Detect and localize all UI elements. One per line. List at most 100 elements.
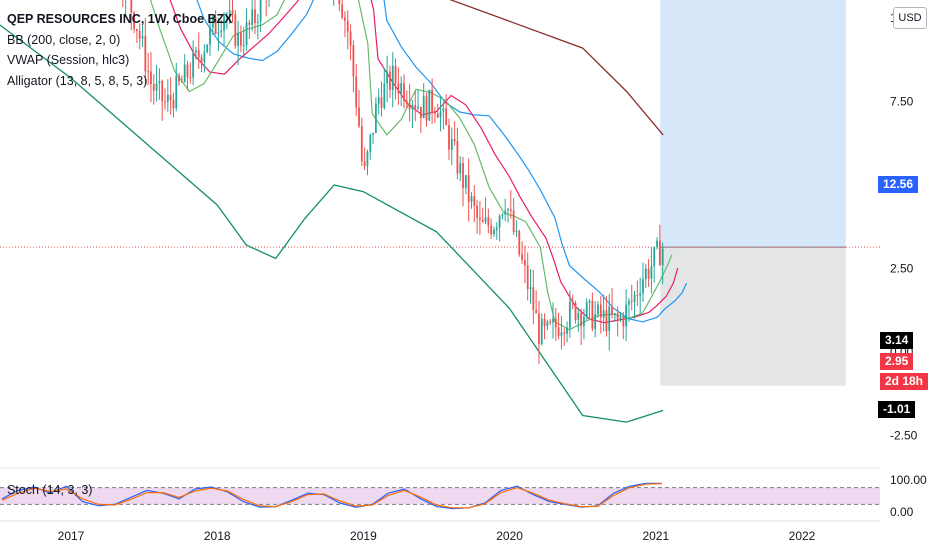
candle-body	[425, 96, 428, 121]
candle-body	[175, 76, 178, 109]
time-tick-label: 2017	[58, 529, 85, 543]
candle-body	[254, 9, 256, 23]
candle-body	[585, 302, 588, 317]
candle-body	[231, 10, 234, 15]
candle-body	[515, 230, 518, 233]
candle-body	[403, 83, 405, 101]
stoch-band	[0, 487, 880, 505]
candle-body	[540, 318, 543, 345]
candle-body	[639, 293, 642, 296]
candle-body	[490, 225, 493, 235]
long-position-tool[interactable]	[0, 0, 880, 386]
candle-body	[436, 113, 439, 118]
candle-body	[650, 266, 653, 279]
bb-indicator-label[interactable]: BB (200, close, 2, 0)	[7, 32, 121, 47]
candle-body	[383, 83, 386, 108]
currency-button[interactable]: USD	[893, 7, 927, 29]
candle-body	[206, 44, 209, 53]
candle-body	[251, 9, 254, 25]
candle-body	[220, 30, 223, 33]
candle-body	[144, 36, 147, 72]
candle-body	[349, 31, 352, 46]
target-price-tag: 12.56	[878, 176, 919, 193]
candle-body	[386, 71, 389, 84]
candle-body	[661, 248, 664, 266]
candle-body	[417, 106, 419, 109]
symbol-title[interactable]: QEP RESOURCES INC, 1W, Cboe BZX	[7, 12, 233, 26]
candle-body	[169, 94, 172, 101]
candle-body	[653, 247, 656, 267]
candle-body	[372, 132, 374, 135]
candle-body	[580, 312, 583, 327]
candle-body	[355, 76, 358, 108]
candle-body	[647, 268, 650, 279]
candle-body	[552, 318, 554, 323]
candle-body	[642, 279, 644, 294]
candle-body	[464, 175, 467, 188]
candle-body	[481, 219, 484, 222]
candle-body	[571, 301, 574, 304]
time-tick-label: 2018	[204, 529, 231, 543]
candle-body	[197, 50, 200, 58]
candle-body	[374, 103, 377, 133]
candle-body	[363, 161, 366, 167]
candle-body	[608, 306, 611, 332]
candle-body	[138, 31, 141, 39]
candle-body	[532, 287, 535, 310]
stoch-indicator-label[interactable]: Stoch (14, 3, 3)	[7, 483, 93, 497]
candle-body	[158, 81, 161, 84]
candle-body	[619, 317, 622, 320]
candle-body	[554, 318, 557, 328]
price-tick-label: 7.50	[890, 95, 914, 109]
stochastic-pane: 100.00 0.00	[0, 473, 927, 519]
candle-body	[155, 83, 158, 91]
vwap-indicator-label[interactable]: VWAP (Session, hlc3)	[7, 53, 130, 67]
candle-body	[504, 210, 507, 215]
candle-body	[591, 300, 594, 329]
candle-body	[512, 210, 515, 233]
candle-body	[358, 107, 360, 127]
candlestick-series	[0, 0, 664, 364]
candle-body	[568, 301, 571, 328]
candle-body	[493, 229, 495, 235]
candle-body	[344, 17, 346, 21]
stoch-d-line	[1, 483, 663, 509]
candle-body	[394, 66, 397, 84]
bb-lower-band	[0, 24, 664, 423]
time-axis[interactable]: 2017 2018 2019 2020 2021 2022	[58, 529, 816, 543]
candle-body	[186, 64, 189, 78]
candle-body	[380, 97, 383, 108]
candle-body	[217, 32, 220, 34]
alligator-lips-line	[149, 0, 673, 331]
alligator-indicator-label[interactable]: Alligator (13, 8, 5, 8, 5, 3)	[7, 73, 148, 88]
candle-body	[518, 230, 521, 255]
candle-body	[209, 27, 211, 45]
candle-body	[470, 196, 473, 202]
candle-body	[583, 316, 585, 327]
candle-body	[150, 71, 152, 85]
candle-body	[161, 81, 164, 102]
candle-body	[523, 259, 526, 266]
candle-body	[622, 317, 625, 327]
candle-body	[377, 97, 380, 104]
candle-body	[658, 240, 661, 266]
candle-body	[203, 52, 206, 63]
candle-body	[183, 64, 186, 82]
last-price-tag: 3.14	[880, 332, 914, 349]
candle-body	[237, 32, 240, 46]
candle-body	[484, 217, 487, 222]
candle-body	[526, 265, 529, 289]
time-tick-label: 2019	[350, 529, 377, 543]
candle-body	[487, 217, 490, 226]
alligator-lines	[149, 0, 688, 331]
candle-body	[152, 84, 155, 91]
candle-body	[479, 217, 481, 220]
candle-body	[214, 17, 217, 34]
candle-body	[411, 104, 414, 110]
candle-body	[597, 304, 599, 315]
candle-body	[529, 287, 532, 289]
stoch-tick-label: 0.00	[890, 505, 914, 519]
candle-body	[602, 310, 605, 318]
candle-body	[166, 94, 169, 102]
